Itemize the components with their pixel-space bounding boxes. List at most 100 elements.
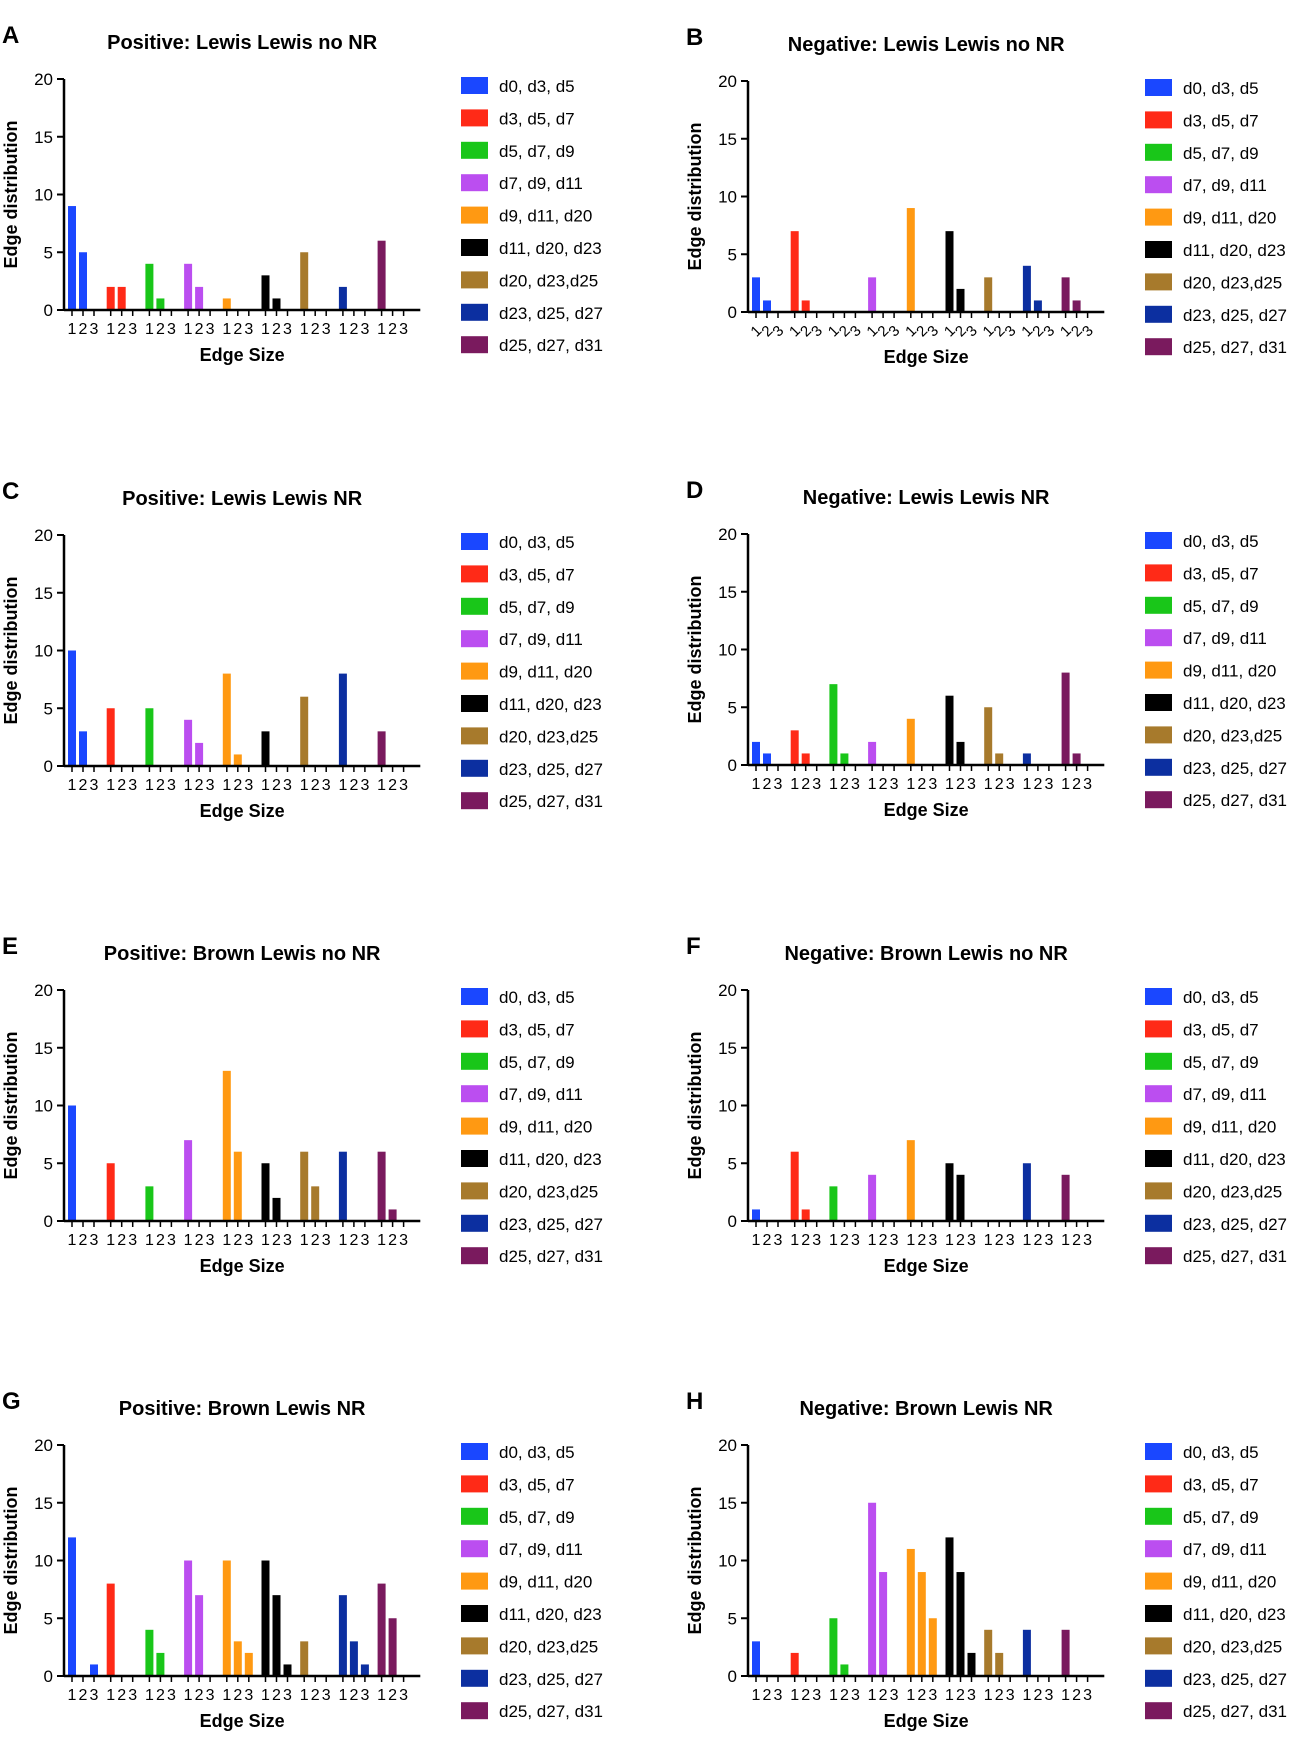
x-tick-label: 3	[128, 1687, 137, 1704]
legend-label-1: d0, d3, d5	[1183, 1443, 1259, 1462]
legend-swatch-3	[1145, 1507, 1172, 1525]
x-tick-label: 1	[790, 776, 799, 793]
x-tick-label: 3	[774, 776, 783, 793]
legend: d0, d3, d5 d3, d5, d7 d5, d7, d9 d7, d9, d1…	[1145, 988, 1287, 1266]
x-tick-label: 3	[167, 777, 176, 794]
legend-swatch-6	[1145, 241, 1172, 258]
bar-6-1	[261, 1163, 270, 1221]
bar-6-1	[945, 1537, 954, 1676]
legend-label-4: d7, d9, d11	[499, 174, 583, 193]
x-tick-label: 3	[322, 777, 331, 794]
bar-7-1	[984, 1629, 993, 1676]
x-tick-label: 3	[206, 321, 215, 338]
legend-swatch-5	[1145, 1572, 1172, 1590]
x-tick-label: 3	[206, 1232, 215, 1249]
y-tick-label: 15	[718, 130, 737, 149]
x-tick-label: 1	[377, 1232, 386, 1249]
bar-6-3	[967, 1652, 976, 1676]
y-tick-label: 10	[34, 1552, 53, 1571]
legend-swatch-5	[461, 1117, 488, 1135]
bar-8-1	[1022, 1163, 1031, 1221]
y-tick-label: 5	[728, 245, 737, 264]
panel-f: F Negative: Brown Lewis no NR 0 5 10 15 20 Edge…	[685, 933, 1287, 1276]
x-tick-label: 3	[1083, 776, 1092, 793]
y-tick-label: 5	[728, 698, 737, 717]
legend-label-9: d25, d27, d31	[1183, 338, 1287, 357]
x-axis-label: Edge Size	[884, 1711, 969, 1731]
x-tick-label: 3	[244, 777, 253, 794]
x-tick-label: 3	[967, 776, 976, 793]
x-tick-label: 2	[117, 1687, 126, 1704]
legend-swatch-7	[1145, 1637, 1172, 1655]
x-tick-label: 3	[1083, 1687, 1092, 1704]
x-tick-label: 2	[233, 321, 242, 338]
legend-swatch-8	[461, 303, 488, 321]
y-tick-label: 10	[34, 1097, 53, 1116]
legend-label-3: d5, d7, d9	[499, 142, 575, 161]
x-tick-label: 3	[928, 1687, 937, 1704]
legend-label-5: d9, d11, d20	[1183, 662, 1276, 681]
x-tick-label: 1	[1061, 776, 1070, 793]
legend-swatch-2	[1145, 1475, 1172, 1493]
x-tick-label: 2	[349, 321, 358, 338]
legend-label-4: d7, d9, d11	[499, 630, 583, 649]
legend-swatch-7	[1145, 726, 1172, 744]
x-tick-label: 1	[145, 777, 154, 794]
legend: d0, d3, d5 d3, d5, d7 d5, d7, d9 d7, d9, d1…	[461, 77, 603, 355]
legend-swatch-5	[461, 206, 488, 224]
x-tick-label: 3	[890, 776, 899, 793]
x-tick-label: 3	[360, 1232, 369, 1249]
x-tick-label: 3	[206, 777, 215, 794]
bar-8-1	[338, 1151, 347, 1221]
x-tick-label: 2	[1072, 1232, 1081, 1249]
x-tick-label: 3	[244, 1232, 253, 1249]
legend-swatch-9	[1145, 338, 1172, 356]
bar-9-1	[377, 1151, 386, 1221]
legend-label-4: d7, d9, d11	[1183, 176, 1267, 195]
panel-b: B Negative: Lewis Lewis no NR 0 5 10 15 20 Edge…	[685, 24, 1287, 367]
x-tick-label: 3	[1044, 1687, 1053, 1704]
legend-label-9: d25, d27, d31	[499, 792, 603, 811]
panel-e: E Positive: Brown Lewis no NR 0 5 10 15 20 Edge…	[1, 933, 603, 1276]
y-axis-label: Edge distribution	[1, 1487, 21, 1635]
legend-swatch-8	[1145, 1214, 1172, 1232]
bar-6-2	[956, 1572, 965, 1676]
x-tick-label: 1	[752, 1687, 761, 1704]
legend-label-8: d23, d25, d27	[499, 760, 603, 779]
x-tick-label: 1	[1061, 1687, 1070, 1704]
legend-swatch-8	[1145, 305, 1172, 323]
y-tick-label: 20	[34, 1436, 53, 1455]
chart-title: Negative: Brown Lewis no NR	[784, 943, 1068, 965]
y-tick-label: 15	[34, 1039, 53, 1058]
x-tick-label: 3	[167, 1232, 176, 1249]
legend-swatch-3	[461, 597, 488, 615]
x-tick-label: 1	[377, 321, 386, 338]
chart-title: Negative: Brown Lewis NR	[799, 1398, 1053, 1420]
y-tick-label: 0	[728, 303, 737, 322]
chart-title: Positive: Brown Lewis NR	[119, 1398, 366, 1420]
x-tick-label: 3	[360, 1687, 369, 1704]
x-tick-label: 3	[167, 321, 176, 338]
y-tick-label: 0	[728, 1212, 737, 1231]
x-tick-label: 3	[928, 1232, 937, 1249]
legend-swatch-3	[1145, 596, 1172, 614]
x-tick-label: 1	[868, 1687, 877, 1704]
x-tick-label: 1	[184, 1232, 193, 1249]
legend-label-5: d9, d11, d20	[499, 207, 592, 226]
legend-swatch-4	[461, 1085, 488, 1103]
legend-label-6: d11, d20, d23	[1183, 694, 1286, 713]
bar-4-1	[868, 277, 877, 312]
legend-swatch-4	[1145, 629, 1172, 647]
legend-swatch-1	[461, 1443, 488, 1460]
x-tick-label: 2	[311, 321, 320, 338]
bar-1-1	[68, 1537, 76, 1676]
bar-6-2	[956, 741, 965, 765]
x-tick-label: 3	[283, 777, 292, 794]
legend-label-2: d3, d5, d7	[499, 1475, 575, 1494]
bar-2-1	[790, 231, 799, 312]
bar-6-1	[261, 1560, 270, 1676]
bar-2-2	[801, 1209, 810, 1221]
legend-swatch-1	[1145, 79, 1172, 96]
bar-9-1	[1061, 672, 1070, 765]
legend-swatch-2	[461, 565, 488, 583]
